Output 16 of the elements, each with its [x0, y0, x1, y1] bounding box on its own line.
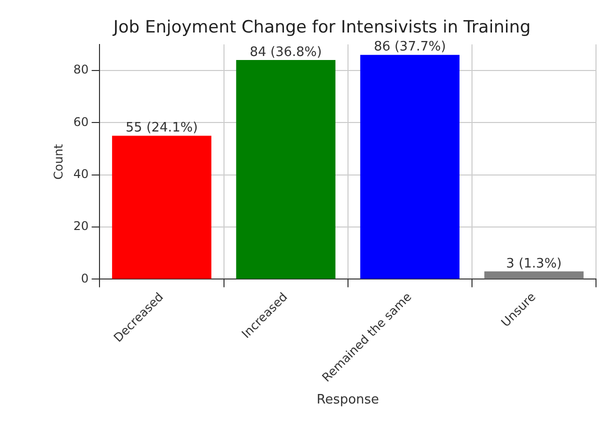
bar: [236, 60, 336, 279]
y-tick-label: 20: [73, 219, 89, 234]
data-label: 3 (1.3%): [506, 256, 562, 272]
y-tick-label: 80: [73, 62, 89, 77]
bar: [112, 136, 212, 279]
bar: [484, 271, 584, 279]
chart-title: Job Enjoyment Change for Intensivists in Training: [112, 18, 531, 38]
y-tick-label: 0: [81, 271, 89, 286]
y-tick-label: 40: [73, 166, 89, 181]
bar: [360, 54, 460, 279]
data-label: 86 (37.7%): [374, 40, 446, 55]
y-axis-title: Count: [51, 144, 66, 180]
data-label: 55 (24.1%): [126, 120, 198, 136]
x-axis-title: Response: [316, 392, 380, 408]
data-label: 84 (36.8%): [250, 44, 322, 60]
y-tick-label: 60: [73, 114, 89, 129]
